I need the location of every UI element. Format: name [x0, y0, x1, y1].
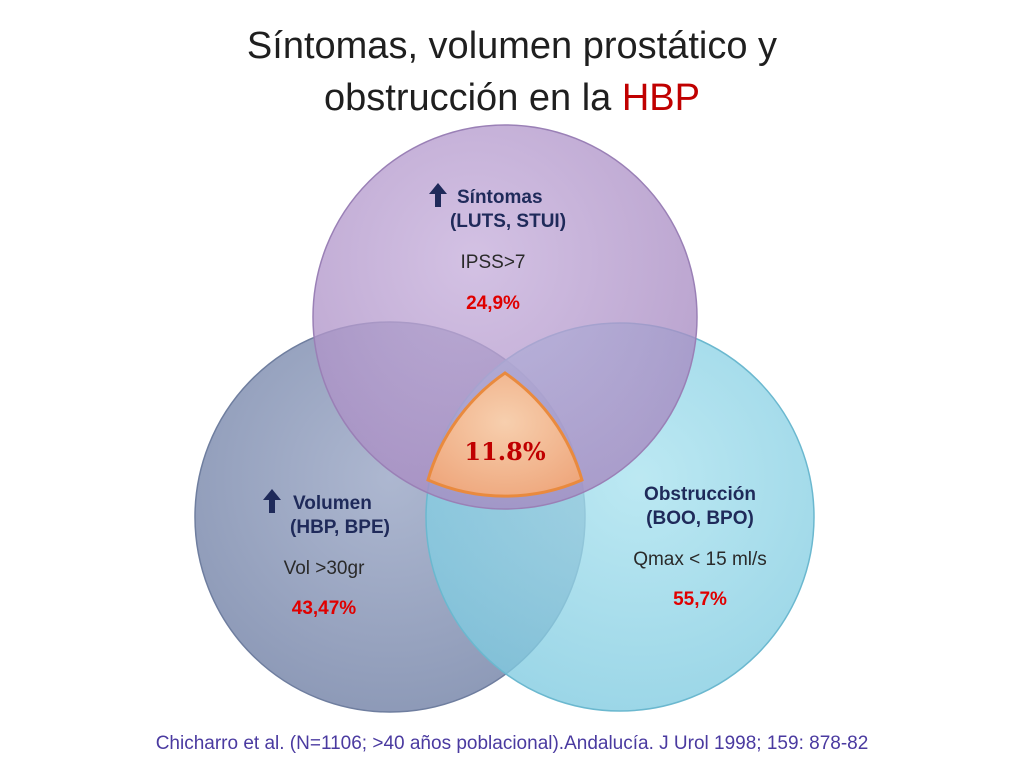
- sintomas-criterion: IPSS>7: [461, 252, 526, 273]
- citation: Chicharro et al. (N=1106; >40 años pobla…: [155, 733, 869, 754]
- title-line-2-prefix: obstrucción en la: [324, 77, 622, 119]
- sintomas-circle: [312, 124, 698, 510]
- sintomas-heading: Síntomas: [457, 187, 543, 208]
- volumen-subheading: (HBP, BPE): [290, 517, 390, 538]
- up-arrow-icon: [429, 183, 447, 207]
- volumen-value: 43,47%: [292, 598, 357, 619]
- volumen-heading: Volumen: [293, 493, 372, 514]
- up-arrow-icon: [263, 489, 281, 513]
- triple-overlap-region: [426, 371, 584, 498]
- page-title: Síntomas, volumen prostático y obstrucci…: [0, 20, 1024, 124]
- sintomas-subheading: (LUTS, STUI): [450, 211, 566, 232]
- obstruccion-criterion: Qmax < 15 ml/s: [633, 549, 767, 570]
- obstruccion-value: 55,7%: [673, 589, 727, 610]
- title-line-1: Síntomas, volumen prostático y: [246, 25, 778, 67]
- volumen-criterion: Vol >30gr: [284, 558, 365, 579]
- title-accent-hbp: HBP: [621, 77, 700, 119]
- title-line-2: obstrucción en la HBP: [0, 72, 1024, 124]
- obstruccion-subheading: (BOO, BPO): [646, 508, 754, 529]
- sintomas-value: 24,9%: [466, 293, 520, 314]
- overlap-value: 11.8%: [464, 437, 545, 466]
- obstruccion-heading: Obstrucción: [644, 484, 756, 505]
